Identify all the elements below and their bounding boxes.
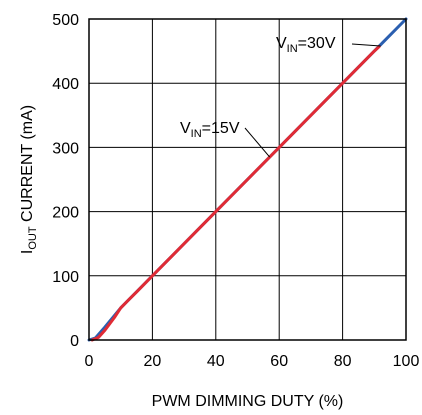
tick-labels: 0 20 40 60 80 100 0 100 200 300 400 500: [52, 12, 419, 370]
annotations: VIN=30V VIN=15V: [180, 35, 381, 158]
y-tick-label-0: 0: [70, 333, 79, 350]
y-tick-label-200: 200: [52, 205, 79, 222]
series-layer: [87, 17, 408, 342]
x-tick-label-0: 0: [85, 353, 94, 370]
x-axis-title: PWM DIMMING DUTY (%): [152, 393, 344, 410]
y-tick-label-100: 100: [52, 269, 79, 286]
y-tick-label-500: 500: [52, 12, 79, 29]
x-tick-label-60: 60: [270, 353, 288, 370]
x-tick-label-100: 100: [393, 353, 420, 370]
plot-frame: [88, 18, 407, 341]
annotation-pointer-vin30: [351, 43, 381, 47]
x-tick-label-80: 80: [334, 353, 352, 370]
y-axis-title: IOUT CURRENT (mA): [19, 105, 39, 254]
y-tick-label-300: 300: [52, 140, 79, 157]
series-line-vin15: [90, 45, 381, 342]
annotation-vin30: VIN=30V: [276, 35, 336, 55]
y-tick-label-400: 400: [52, 76, 79, 93]
grid: [89, 19, 406, 340]
y-axis-title-rest: CURRENT (mA): [19, 105, 36, 226]
y-axis-title-sub: OUT: [27, 226, 39, 250]
annotation-vin15: VIN=15V: [180, 120, 240, 140]
x-tick-label-20: 20: [144, 353, 162, 370]
y-axis-title-main: I: [19, 250, 36, 254]
annotation-pointer-vin15: [244, 127, 271, 158]
x-tick-label-40: 40: [207, 353, 225, 370]
